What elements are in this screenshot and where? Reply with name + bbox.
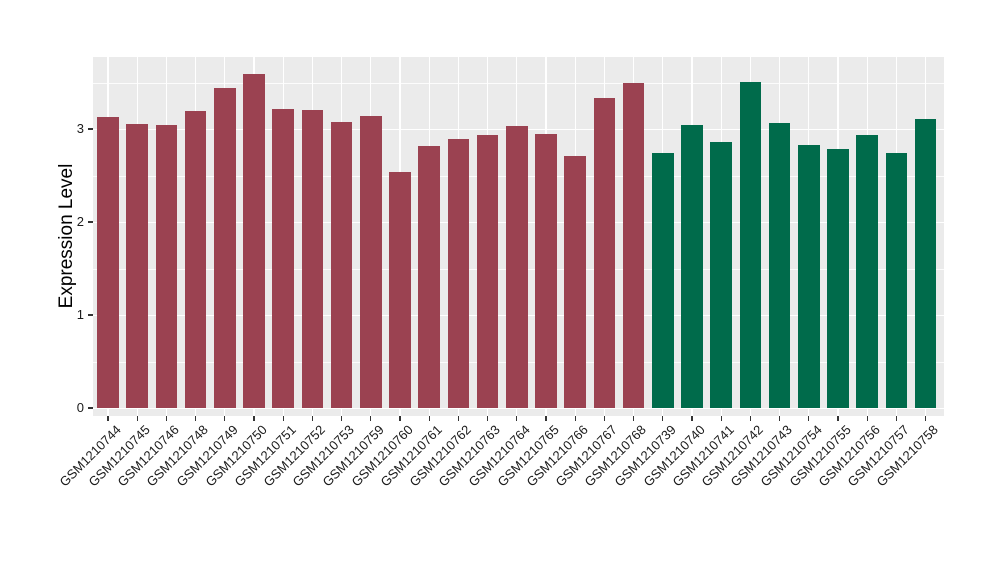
bar — [535, 133, 557, 408]
gridline-minor-horizontal — [93, 82, 944, 84]
x-axis-tick — [837, 416, 839, 421]
bar — [214, 88, 236, 408]
bar — [768, 123, 791, 408]
y-axis-tick — [88, 407, 93, 409]
bar — [418, 145, 440, 408]
bar — [301, 110, 324, 408]
x-axis-tick — [866, 416, 868, 421]
x-axis-tick — [749, 416, 752, 421]
x-axis-tick — [282, 416, 284, 421]
bar — [622, 83, 645, 408]
x-axis-tick — [428, 416, 430, 421]
bar — [914, 118, 937, 408]
x-axis-tick — [253, 416, 255, 421]
bar — [564, 155, 586, 408]
gridline-major-horizontal — [93, 408, 944, 410]
bar — [155, 125, 178, 408]
bar — [389, 171, 411, 408]
x-axis-tick — [603, 416, 606, 421]
bar — [330, 121, 353, 408]
x-axis-tick — [194, 416, 197, 421]
x-axis-tick — [457, 416, 460, 421]
y-axis-title: Expression Level — [56, 163, 77, 309]
bar — [126, 124, 148, 408]
bar — [447, 139, 470, 408]
plot-panel — [93, 57, 944, 416]
x-axis-tick — [311, 416, 314, 421]
bar — [739, 81, 762, 408]
bar — [681, 125, 703, 408]
x-axis-tick — [107, 416, 109, 421]
x-axis-tick — [516, 416, 518, 421]
y-tick-label: 0 — [76, 400, 84, 415]
x-axis-tick — [632, 416, 635, 421]
x-axis-tick — [895, 416, 898, 421]
bar — [506, 126, 528, 408]
x-axis-tick — [165, 416, 168, 421]
x-axis-tick — [340, 416, 343, 421]
y-tick-label: 2 — [76, 214, 84, 229]
y-tick-label: 1 — [76, 307, 84, 322]
x-axis-tick — [808, 416, 810, 421]
y-tick-label: 3 — [76, 121, 84, 136]
bar — [184, 111, 207, 408]
y-axis-tick — [88, 221, 93, 223]
x-axis-tick — [720, 416, 722, 421]
x-axis-tick — [574, 416, 576, 421]
bar — [593, 98, 616, 408]
x-axis-tick — [924, 416, 927, 421]
bar — [97, 116, 119, 408]
x-axis-tick — [778, 416, 781, 421]
bar — [360, 115, 382, 408]
x-axis-tick — [399, 416, 401, 421]
x-axis-tick — [224, 416, 226, 421]
bar — [885, 153, 908, 408]
bar — [856, 134, 878, 408]
bar — [272, 108, 294, 408]
x-axis-tick — [486, 416, 489, 421]
bar — [652, 153, 674, 408]
x-axis-tick — [136, 416, 138, 421]
y-axis-tick — [88, 128, 93, 130]
y-axis-tick — [88, 314, 93, 316]
bar — [243, 74, 265, 408]
bar — [710, 142, 732, 408]
x-axis-tick — [545, 416, 547, 421]
x-axis-tick — [370, 416, 372, 421]
x-axis-tick — [691, 416, 693, 421]
x-axis-tick — [662, 416, 664, 421]
bar — [476, 134, 499, 408]
bar — [827, 148, 849, 408]
bar — [798, 144, 820, 408]
